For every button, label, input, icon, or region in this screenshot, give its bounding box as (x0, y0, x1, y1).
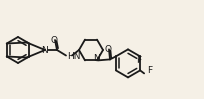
Text: N: N (93, 54, 100, 63)
Text: F: F (146, 66, 152, 75)
Text: HN: HN (67, 51, 80, 60)
Text: O: O (50, 36, 57, 44)
Text: O: O (104, 45, 111, 54)
Text: F: F (136, 56, 141, 65)
Text: N: N (41, 46, 48, 55)
